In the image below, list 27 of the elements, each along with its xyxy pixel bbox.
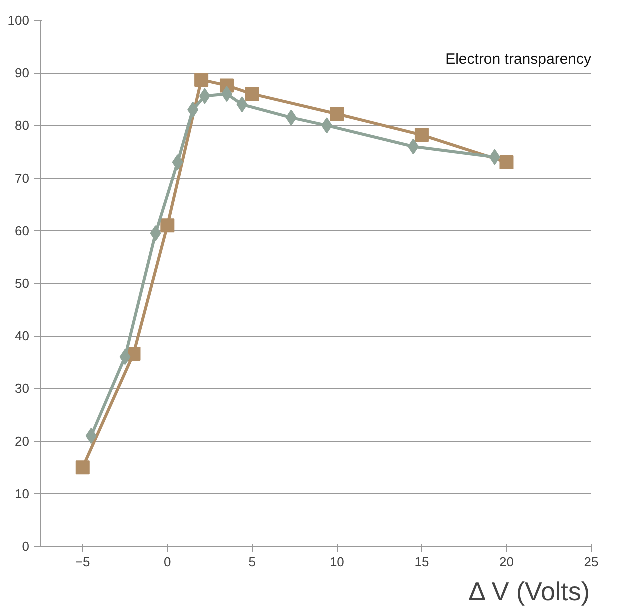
point [500, 156, 514, 170]
y-tick-label: 40 [15, 328, 30, 344]
y-tick-label: 100 [8, 13, 30, 28]
x-tick-label: −5 [75, 554, 90, 570]
x-tick-label: 5 [248, 554, 256, 570]
x-tick-label: 20 [500, 554, 514, 570]
y-tick-label: 80 [15, 118, 30, 134]
x-tick-label: 0 [164, 554, 172, 570]
x-tick-label: 25 [584, 554, 599, 570]
y-tick-label: 30 [15, 381, 30, 396]
point [160, 218, 175, 233]
point [194, 72, 209, 87]
y-tick-label: 90 [15, 66, 30, 81]
y-tick-label: 20 [15, 434, 30, 449]
x-tick-label: 15 [414, 554, 430, 570]
point [414, 128, 429, 142]
y-tick-label: 10 [15, 486, 30, 502]
y-tick-label: 0 [22, 539, 30, 554]
y-tick-label: 70 [15, 170, 30, 186]
annotation: Electron transparency [446, 50, 592, 68]
x-tick-label: 10 [330, 554, 344, 570]
y-tick-label: 50 [15, 276, 30, 291]
point [76, 460, 90, 475]
point [245, 87, 260, 102]
x-axis-title: Δ V (Volts) [468, 576, 590, 606]
point [330, 107, 344, 122]
y-tick-label: 60 [15, 223, 30, 238]
